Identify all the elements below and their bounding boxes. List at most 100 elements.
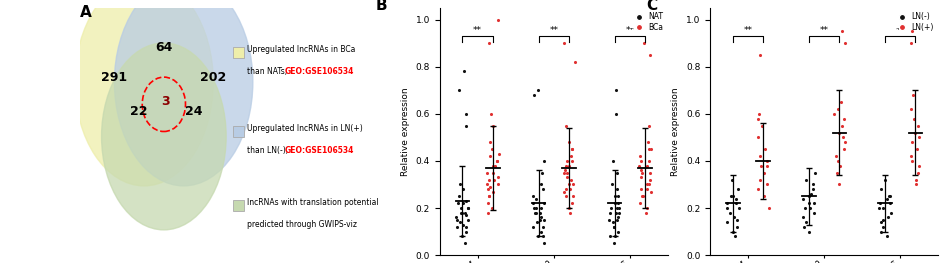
Point xyxy=(832,182,847,186)
Point xyxy=(537,241,552,245)
Point xyxy=(731,187,746,191)
Point xyxy=(903,154,918,158)
Text: C: C xyxy=(646,0,657,13)
Point xyxy=(455,211,470,215)
Point xyxy=(729,225,744,229)
Point xyxy=(482,41,497,45)
Point xyxy=(458,225,473,229)
Point xyxy=(610,194,625,198)
Point xyxy=(527,211,542,215)
Point xyxy=(910,124,925,128)
Point xyxy=(639,182,654,186)
Point xyxy=(805,182,820,186)
Point xyxy=(720,220,735,224)
Point xyxy=(906,117,921,121)
Point xyxy=(556,41,571,45)
Point xyxy=(634,168,649,173)
Point xyxy=(836,117,852,121)
Point xyxy=(762,206,777,210)
Point xyxy=(479,182,494,186)
Point xyxy=(908,182,923,186)
Point xyxy=(487,164,502,168)
Point xyxy=(564,159,579,163)
Point xyxy=(753,178,768,182)
Point xyxy=(904,159,919,163)
Point xyxy=(640,206,655,210)
Text: GEO:GSE106534: GEO:GSE106534 xyxy=(285,67,355,76)
Point xyxy=(872,201,887,205)
Point xyxy=(751,135,766,139)
Point xyxy=(875,225,890,229)
Point xyxy=(757,147,772,151)
Text: B: B xyxy=(375,0,388,13)
Point xyxy=(450,201,465,205)
Point xyxy=(563,154,578,158)
Point xyxy=(534,182,549,186)
Point xyxy=(461,206,476,210)
Point xyxy=(490,182,505,186)
Point xyxy=(873,187,888,191)
Text: Upregulated lncRNAs in BCa: Upregulated lncRNAs in BCa xyxy=(247,45,356,54)
Point xyxy=(480,211,495,215)
Point xyxy=(562,140,577,144)
Point xyxy=(482,154,497,158)
Point xyxy=(482,185,497,189)
Point xyxy=(562,164,577,168)
Point xyxy=(531,88,546,92)
Point xyxy=(459,112,474,116)
Point xyxy=(526,225,541,229)
Point xyxy=(833,164,848,168)
Text: A: A xyxy=(80,6,91,21)
Point xyxy=(529,196,544,201)
Point xyxy=(564,178,579,182)
Point xyxy=(753,164,769,168)
Point xyxy=(643,171,658,175)
Point xyxy=(534,229,549,234)
Point xyxy=(871,206,886,210)
Point xyxy=(796,225,811,229)
Point xyxy=(481,194,496,198)
Point xyxy=(489,159,505,163)
Point xyxy=(835,135,851,139)
Point xyxy=(455,201,471,205)
Point xyxy=(634,187,649,191)
Point xyxy=(883,194,898,198)
Text: than NATs,: than NATs, xyxy=(247,67,290,76)
Point xyxy=(534,215,549,220)
Point xyxy=(875,206,890,210)
Point xyxy=(806,211,821,215)
Point xyxy=(536,187,551,191)
Point xyxy=(726,215,741,220)
Point xyxy=(490,175,505,180)
Point xyxy=(831,130,846,135)
Point xyxy=(831,107,846,111)
Point xyxy=(565,147,580,151)
Point xyxy=(455,187,471,191)
Point xyxy=(903,107,918,111)
Point xyxy=(486,171,501,175)
Point xyxy=(807,171,822,175)
Y-axis label: Relative expression: Relative expression xyxy=(401,87,410,176)
Text: predicted through GWIPS-viz: predicted through GWIPS-viz xyxy=(247,220,356,230)
Point xyxy=(537,201,552,205)
Point xyxy=(483,140,498,144)
Point xyxy=(635,194,650,198)
Text: GEO:GSE106534: GEO:GSE106534 xyxy=(285,146,355,155)
Point xyxy=(485,206,500,210)
Point xyxy=(837,41,852,45)
Point xyxy=(607,194,622,198)
Point xyxy=(604,182,620,186)
Point xyxy=(605,159,620,163)
Point xyxy=(456,69,472,74)
Point xyxy=(454,206,469,210)
Point xyxy=(454,211,469,215)
Ellipse shape xyxy=(74,0,213,186)
Text: **: ** xyxy=(744,26,753,35)
Point xyxy=(802,194,817,198)
Point xyxy=(458,211,473,215)
Point xyxy=(558,187,573,191)
Point xyxy=(535,171,550,175)
Ellipse shape xyxy=(114,0,253,186)
Point xyxy=(834,100,849,104)
Text: 202: 202 xyxy=(200,70,226,84)
